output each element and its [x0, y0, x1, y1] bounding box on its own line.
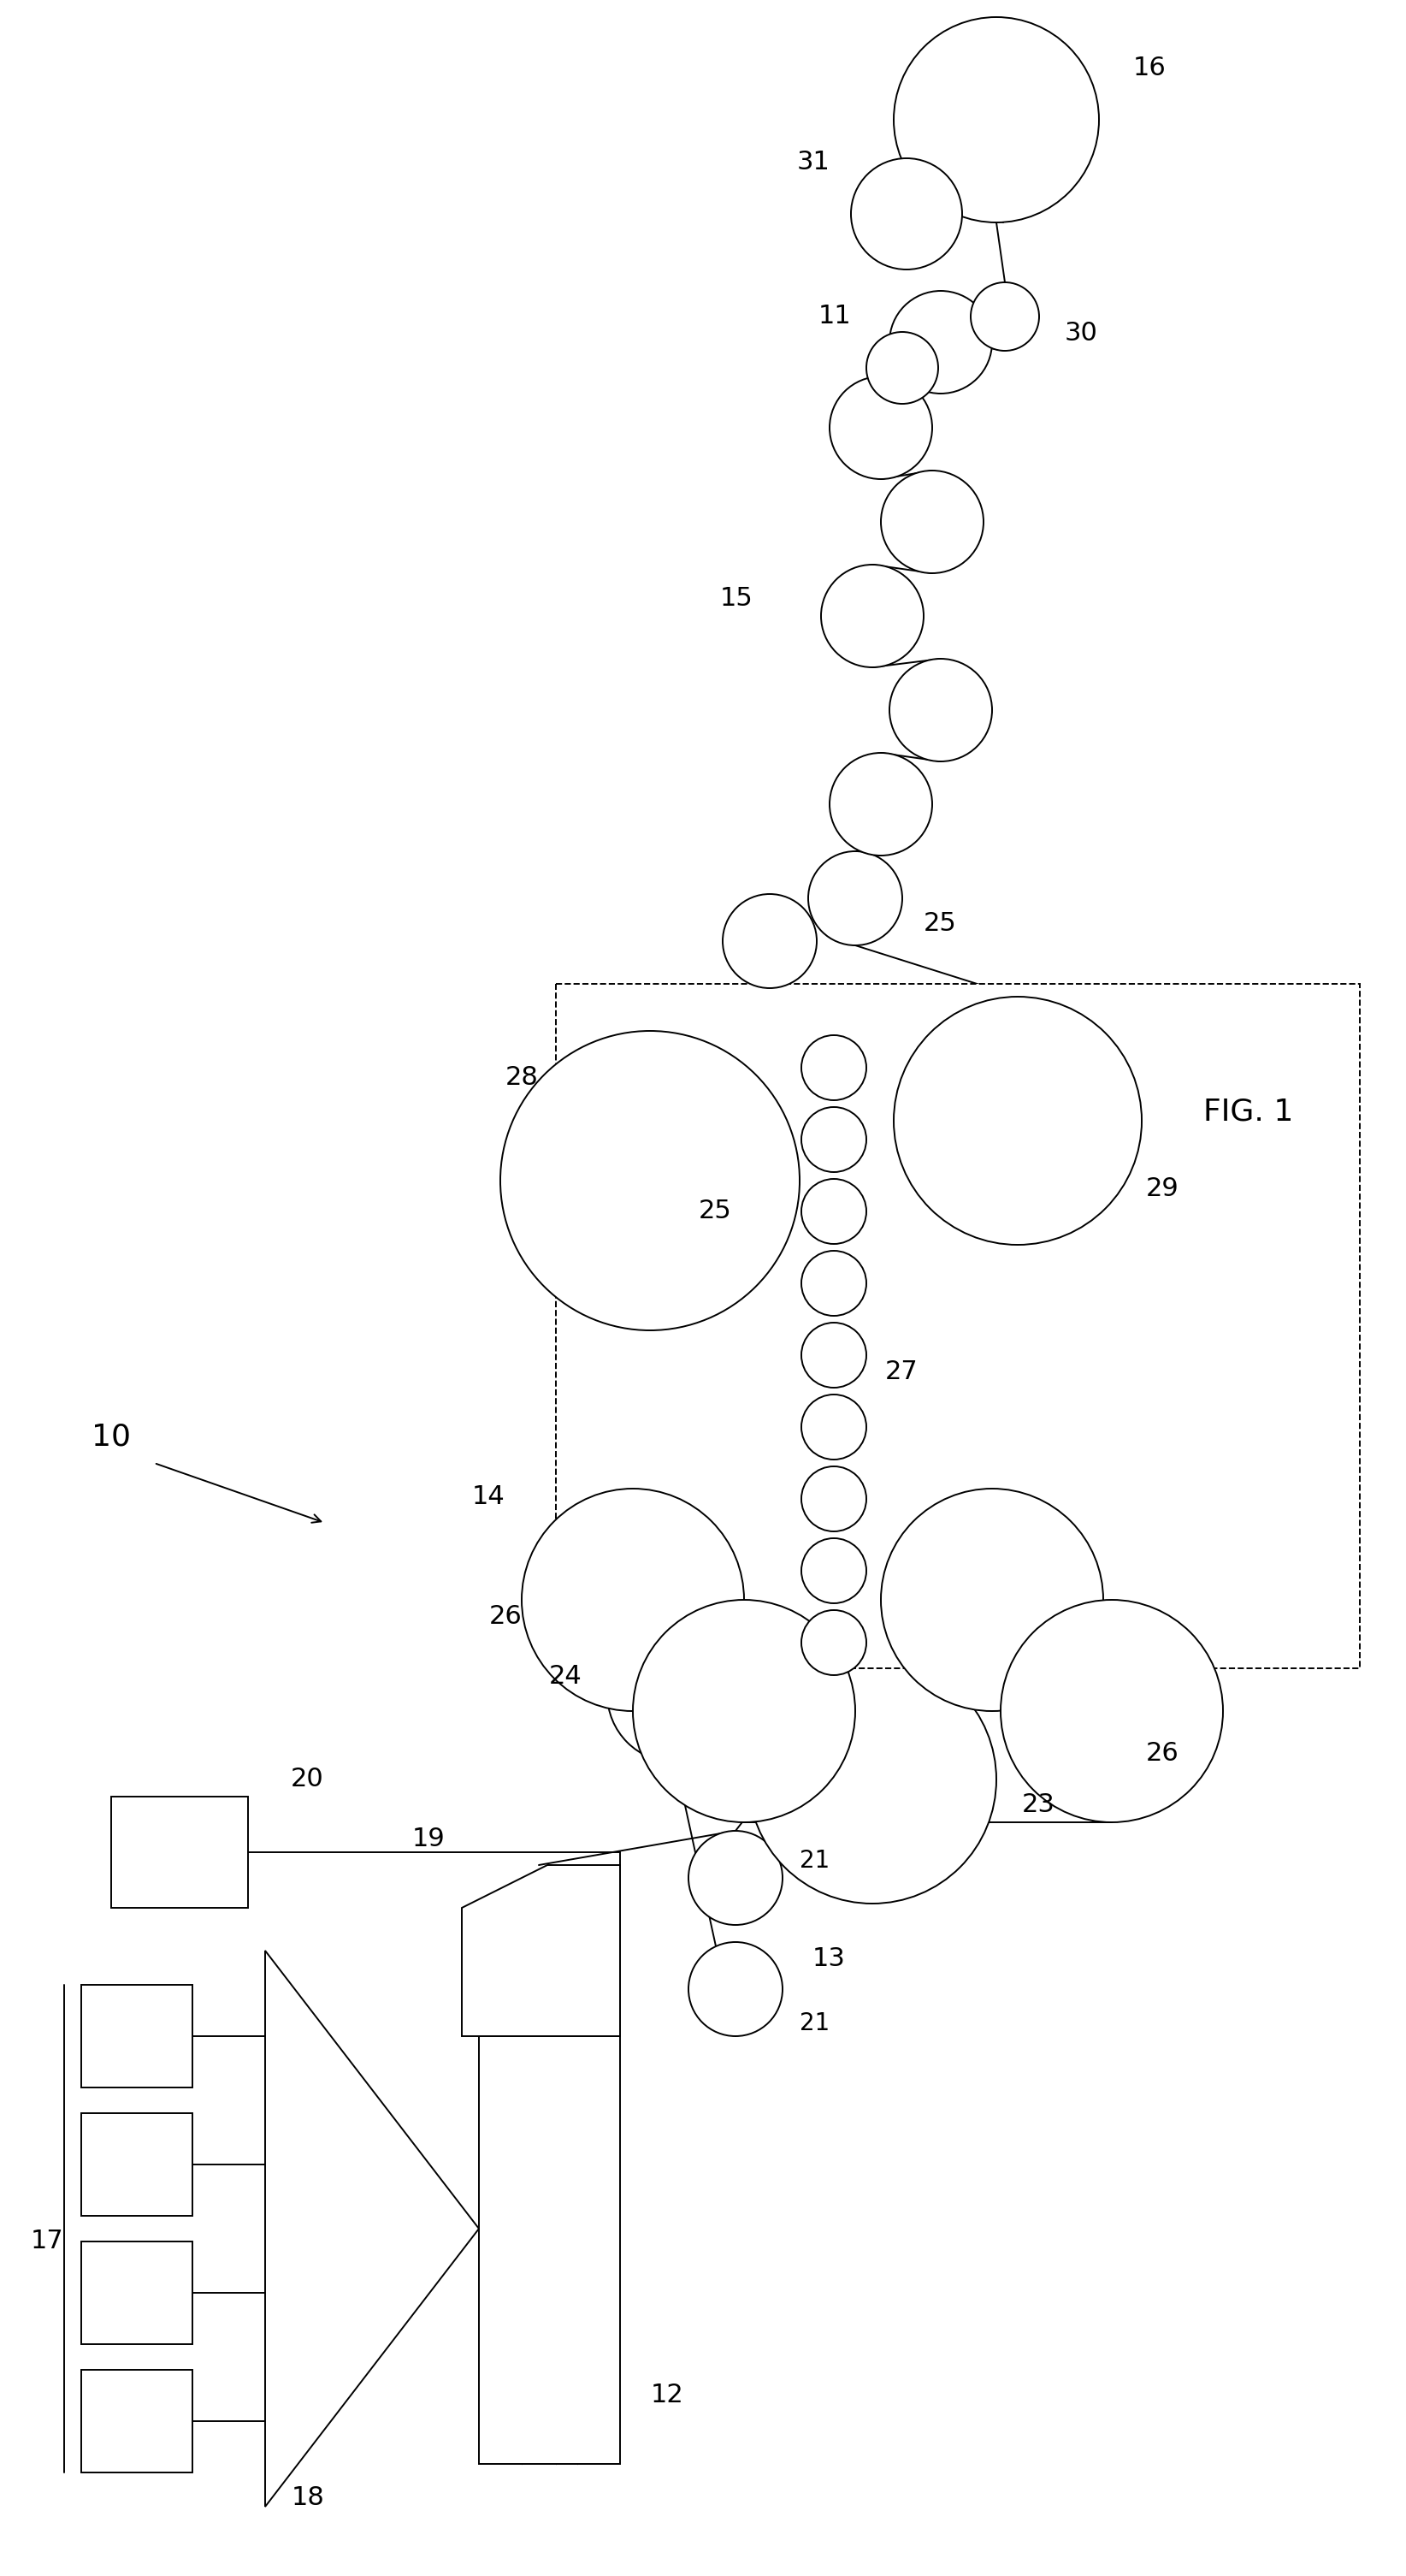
Circle shape — [801, 1321, 866, 1388]
Text: 27: 27 — [886, 1360, 918, 1386]
Circle shape — [890, 291, 993, 394]
Circle shape — [801, 1538, 866, 1602]
Text: 12: 12 — [651, 2383, 683, 2409]
Circle shape — [890, 659, 993, 762]
Text: 16: 16 — [1133, 57, 1167, 80]
Circle shape — [723, 894, 817, 989]
Bar — [479, 2035, 620, 2463]
Circle shape — [689, 1942, 783, 2035]
Circle shape — [522, 1489, 744, 1710]
Circle shape — [801, 1108, 866, 1172]
Bar — [82, 1986, 193, 2087]
Text: 18: 18 — [291, 2486, 325, 2512]
Text: 10: 10 — [91, 1422, 131, 1453]
Circle shape — [633, 1600, 855, 1821]
Circle shape — [1001, 1600, 1223, 1821]
Circle shape — [808, 850, 903, 945]
Polygon shape — [461, 1865, 620, 2035]
Circle shape — [801, 1036, 866, 1100]
Text: 21: 21 — [800, 2012, 830, 2035]
Circle shape — [748, 1656, 997, 1904]
Text: 19: 19 — [412, 1826, 444, 1852]
Circle shape — [801, 1394, 866, 1461]
Text: 26: 26 — [1146, 1741, 1180, 1767]
Circle shape — [882, 1489, 1104, 1710]
Text: 17: 17 — [31, 2228, 63, 2254]
Circle shape — [882, 471, 984, 574]
Circle shape — [801, 1180, 866, 1244]
Text: 24: 24 — [548, 1664, 582, 1690]
Bar — [111, 1795, 247, 1909]
Circle shape — [821, 564, 924, 667]
Circle shape — [851, 157, 962, 270]
Text: 29: 29 — [1146, 1177, 1180, 1200]
Text: 25: 25 — [924, 912, 957, 938]
Text: FIG. 1: FIG. 1 — [1204, 1097, 1294, 1126]
Circle shape — [801, 1252, 866, 1316]
Bar — [82, 2112, 193, 2215]
Circle shape — [801, 1466, 866, 1530]
Text: 25: 25 — [699, 1198, 731, 1224]
Bar — [82, 2241, 193, 2344]
Circle shape — [866, 332, 938, 404]
Circle shape — [894, 997, 1142, 1244]
Circle shape — [830, 752, 932, 855]
Circle shape — [970, 283, 1039, 350]
Bar — [555, 984, 1360, 1669]
Text: 20: 20 — [291, 1767, 323, 1793]
Polygon shape — [266, 1950, 479, 2506]
Text: 11: 11 — [818, 304, 851, 330]
Text: 31: 31 — [796, 149, 830, 175]
Circle shape — [607, 1625, 744, 1762]
Circle shape — [801, 1610, 866, 1674]
Text: 26: 26 — [488, 1605, 522, 1631]
Text: 14: 14 — [471, 1484, 505, 1510]
Text: 13: 13 — [813, 1947, 846, 1971]
Circle shape — [894, 18, 1099, 222]
Circle shape — [830, 376, 932, 479]
Bar — [82, 2370, 193, 2473]
Text: 21: 21 — [800, 1850, 830, 1873]
Text: 15: 15 — [720, 587, 752, 611]
Text: 23: 23 — [1022, 1793, 1056, 1819]
Circle shape — [689, 1832, 783, 1924]
Circle shape — [501, 1030, 800, 1329]
Text: 28: 28 — [506, 1066, 538, 1090]
Text: 30: 30 — [1064, 322, 1098, 345]
